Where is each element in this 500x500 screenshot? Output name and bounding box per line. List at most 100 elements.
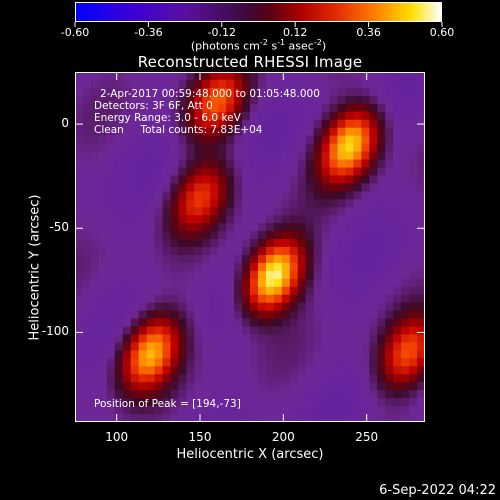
heatmap-cell — [313, 390, 322, 399]
heatmap-cell — [210, 119, 219, 129]
heatmap-cell — [329, 199, 338, 208]
heatmap-cell — [170, 151, 179, 160]
heatmap-cell — [114, 350, 124, 359]
heatmap-cell — [234, 127, 243, 137]
heatmap-cell — [401, 151, 410, 160]
heatmap-cell — [313, 294, 322, 304]
heatmap-cell — [297, 302, 307, 312]
heatmap-cell — [353, 95, 362, 105]
heatmap-cell — [154, 207, 163, 216]
heatmap-cell — [313, 119, 322, 129]
heatmap-cell — [106, 262, 116, 272]
heatmap-cell — [82, 286, 92, 296]
heatmap-cell — [409, 310, 418, 319]
heatmap-cell — [321, 247, 330, 256]
heatmap-cell — [257, 175, 267, 184]
heatmap-cell — [90, 127, 100, 137]
heatmap-cell — [130, 151, 140, 160]
heatmap-cell — [90, 406, 100, 415]
colorbar — [75, 2, 442, 22]
heatmap-cell — [353, 254, 362, 264]
heatmap-cell — [377, 175, 386, 184]
heatmap-cell — [114, 151, 124, 160]
heatmap-cell — [321, 127, 330, 137]
heatmap-cell — [305, 318, 315, 327]
heatmap-cell — [162, 310, 171, 319]
heatmap-cell — [90, 374, 100, 383]
heatmap-cell — [98, 167, 108, 176]
heatmap-cell — [75, 159, 84, 168]
heatmap-cell — [289, 366, 299, 375]
heatmap-cell — [313, 103, 322, 113]
heatmap-cell — [305, 366, 315, 375]
heatmap-cell — [377, 135, 386, 144]
heatmap-cell — [106, 199, 116, 208]
heatmap-cell — [377, 167, 386, 176]
heatmap-cell — [385, 72, 394, 81]
heatmap-cell — [178, 286, 187, 296]
heatmap-cell — [114, 342, 124, 351]
heatmap-cell — [281, 127, 291, 137]
heatmap-cell — [257, 231, 267, 240]
heatmap-cell — [250, 358, 259, 367]
heatmap-cell — [345, 286, 354, 296]
heatmap-cell — [242, 302, 251, 312]
heatmap-cell — [114, 366, 124, 375]
heatmap-cell — [409, 199, 418, 208]
heatmap-cell — [250, 334, 259, 343]
heatmap-cell — [273, 310, 283, 319]
heatmap-cell — [114, 239, 124, 248]
heatmap-cell — [345, 151, 354, 160]
heatmap-cell — [265, 127, 275, 137]
heatmap-cell — [289, 334, 299, 343]
heatmap-cell — [321, 231, 330, 240]
heatmap-cell — [417, 143, 425, 152]
heatmap-cell — [297, 398, 307, 407]
heatmap-cell — [194, 247, 203, 256]
heatmap-cell — [369, 318, 378, 327]
heatmap-cell — [385, 207, 394, 216]
heatmap-cell — [162, 342, 171, 351]
heatmap-cell — [194, 79, 203, 89]
heatmap-cell — [313, 207, 322, 216]
heatmap-cell — [401, 119, 410, 129]
heatmap-cell — [281, 87, 291, 97]
heatmap-cell — [265, 167, 275, 176]
heatmap-cell — [369, 294, 378, 304]
heatmap-cell — [250, 223, 259, 232]
heatmap-cell — [417, 199, 425, 208]
heatmap-cell — [289, 239, 299, 248]
heatmap-cell — [202, 247, 211, 256]
heatmap-cell — [234, 223, 243, 232]
heatmap-cell — [154, 151, 163, 160]
heatmap-cell — [361, 175, 370, 184]
heatmap-cell — [345, 183, 354, 192]
heatmap-cell — [361, 87, 370, 97]
heatmap-cell — [257, 151, 267, 160]
heatmap-cell — [82, 95, 92, 105]
heatmap-cell — [250, 247, 259, 256]
heatmap-cell — [321, 167, 330, 176]
heatmap-cell — [329, 191, 338, 200]
heatmap-cell — [75, 127, 84, 137]
heatmap-cell — [130, 254, 140, 264]
heatmap-cell — [313, 398, 322, 407]
heatmap-cell — [321, 207, 330, 216]
heatmap-cell — [369, 262, 378, 272]
heatmap-cell — [257, 223, 267, 232]
heatmap-cell — [313, 231, 322, 240]
heatmap-cell — [313, 87, 322, 97]
heatmap-cell — [257, 254, 267, 264]
heatmap-cell — [138, 103, 147, 113]
heatmap-cell — [417, 374, 425, 383]
heatmap-cell — [130, 382, 140, 391]
heatmap-cell — [162, 191, 171, 200]
heatmap-cell — [218, 382, 227, 391]
heatmap-cell — [257, 127, 267, 137]
heatmap-cell — [377, 262, 386, 272]
heatmap-cell — [114, 72, 124, 81]
heatmap-cell — [82, 262, 92, 272]
heatmap-cell — [82, 223, 92, 232]
heatmap-cell — [98, 95, 108, 105]
heatmap-cell — [170, 191, 179, 200]
